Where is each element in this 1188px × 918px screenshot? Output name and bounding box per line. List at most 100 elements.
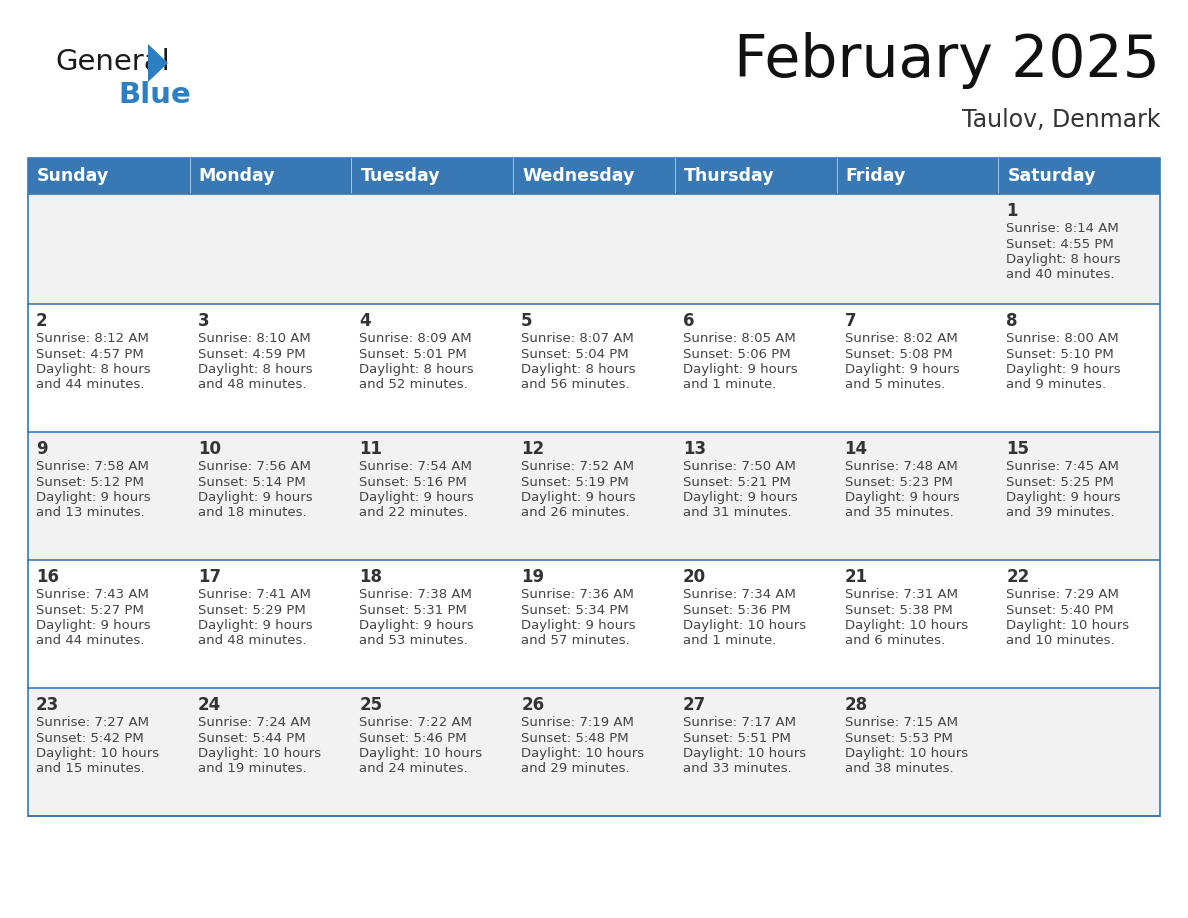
- Text: Sunset: 5:42 PM: Sunset: 5:42 PM: [36, 732, 144, 744]
- Bar: [190, 158, 352, 194]
- Text: 25: 25: [360, 696, 383, 714]
- Text: Daylight: 10 hours: Daylight: 10 hours: [845, 619, 968, 632]
- Text: and 53 minutes.: and 53 minutes.: [360, 634, 468, 647]
- Text: Sunset: 5:46 PM: Sunset: 5:46 PM: [360, 732, 467, 744]
- Text: Sunrise: 7:58 AM: Sunrise: 7:58 AM: [36, 460, 148, 473]
- Bar: [675, 158, 836, 194]
- Text: and 22 minutes.: and 22 minutes.: [360, 507, 468, 520]
- Bar: [352, 158, 513, 194]
- Text: and 9 minutes.: and 9 minutes.: [1006, 378, 1106, 391]
- Text: and 33 minutes.: and 33 minutes.: [683, 763, 791, 776]
- Text: Daylight: 9 hours: Daylight: 9 hours: [683, 363, 797, 376]
- Text: Sunset: 5:27 PM: Sunset: 5:27 PM: [36, 603, 144, 617]
- Text: Daylight: 9 hours: Daylight: 9 hours: [197, 619, 312, 632]
- Text: Saturday: Saturday: [1007, 167, 1095, 185]
- Text: Sunset: 5:16 PM: Sunset: 5:16 PM: [360, 476, 467, 488]
- Text: Sunrise: 8:09 AM: Sunrise: 8:09 AM: [360, 332, 472, 345]
- Text: and 18 minutes.: and 18 minutes.: [197, 507, 307, 520]
- Bar: [29, 304, 1159, 432]
- Text: Blue: Blue: [119, 81, 191, 109]
- Text: 7: 7: [845, 312, 857, 330]
- Text: 2: 2: [36, 312, 48, 330]
- Text: Daylight: 9 hours: Daylight: 9 hours: [522, 491, 636, 504]
- Text: Sunrise: 8:07 AM: Sunrise: 8:07 AM: [522, 332, 634, 345]
- Text: Friday: Friday: [846, 167, 906, 185]
- Text: February 2025: February 2025: [734, 32, 1159, 89]
- Text: Sunset: 5:29 PM: Sunset: 5:29 PM: [197, 603, 305, 617]
- Text: Sunrise: 7:38 AM: Sunrise: 7:38 AM: [360, 588, 473, 601]
- Text: Daylight: 10 hours: Daylight: 10 hours: [197, 747, 321, 760]
- Text: Sunrise: 7:43 AM: Sunrise: 7:43 AM: [36, 588, 148, 601]
- Text: Sunrise: 8:10 AM: Sunrise: 8:10 AM: [197, 332, 310, 345]
- Text: Sunset: 4:57 PM: Sunset: 4:57 PM: [36, 348, 144, 361]
- Polygon shape: [148, 44, 168, 82]
- Text: Sunset: 5:25 PM: Sunset: 5:25 PM: [1006, 476, 1114, 488]
- Text: Daylight: 9 hours: Daylight: 9 hours: [36, 491, 151, 504]
- Text: General: General: [55, 48, 170, 76]
- Text: and 19 minutes.: and 19 minutes.: [197, 763, 307, 776]
- Text: Sunrise: 7:17 AM: Sunrise: 7:17 AM: [683, 716, 796, 729]
- Text: Daylight: 9 hours: Daylight: 9 hours: [1006, 363, 1121, 376]
- Text: Sunrise: 8:14 AM: Sunrise: 8:14 AM: [1006, 222, 1119, 235]
- Text: 4: 4: [360, 312, 371, 330]
- Text: Sunrise: 7:56 AM: Sunrise: 7:56 AM: [197, 460, 310, 473]
- Text: and 6 minutes.: and 6 minutes.: [845, 634, 944, 647]
- Text: Daylight: 9 hours: Daylight: 9 hours: [360, 491, 474, 504]
- Text: 19: 19: [522, 568, 544, 586]
- Text: Daylight: 8 hours: Daylight: 8 hours: [197, 363, 312, 376]
- Text: Sunset: 5:40 PM: Sunset: 5:40 PM: [1006, 603, 1114, 617]
- Text: Daylight: 9 hours: Daylight: 9 hours: [360, 619, 474, 632]
- Text: Taulov, Denmark: Taulov, Denmark: [961, 108, 1159, 132]
- Text: 17: 17: [197, 568, 221, 586]
- Text: Monday: Monday: [198, 167, 276, 185]
- Text: and 48 minutes.: and 48 minutes.: [197, 634, 307, 647]
- Text: Daylight: 8 hours: Daylight: 8 hours: [522, 363, 636, 376]
- Text: Sunrise: 7:54 AM: Sunrise: 7:54 AM: [360, 460, 473, 473]
- Text: Daylight: 10 hours: Daylight: 10 hours: [845, 747, 968, 760]
- Text: and 10 minutes.: and 10 minutes.: [1006, 634, 1114, 647]
- Text: Sunset: 5:36 PM: Sunset: 5:36 PM: [683, 603, 790, 617]
- Text: Sunrise: 7:48 AM: Sunrise: 7:48 AM: [845, 460, 958, 473]
- Text: Sunset: 5:06 PM: Sunset: 5:06 PM: [683, 348, 790, 361]
- Text: Daylight: 10 hours: Daylight: 10 hours: [1006, 619, 1130, 632]
- Text: Sunrise: 7:31 AM: Sunrise: 7:31 AM: [845, 588, 958, 601]
- Text: Sunset: 5:48 PM: Sunset: 5:48 PM: [522, 732, 628, 744]
- Text: and 44 minutes.: and 44 minutes.: [36, 634, 145, 647]
- Text: 21: 21: [845, 568, 867, 586]
- Text: and 39 minutes.: and 39 minutes.: [1006, 507, 1114, 520]
- Text: Thursday: Thursday: [684, 167, 775, 185]
- Bar: [29, 432, 1159, 560]
- Text: 9: 9: [36, 440, 48, 458]
- Text: Sunrise: 8:02 AM: Sunrise: 8:02 AM: [845, 332, 958, 345]
- Text: Sunrise: 8:00 AM: Sunrise: 8:00 AM: [1006, 332, 1119, 345]
- Text: 27: 27: [683, 696, 706, 714]
- Text: Daylight: 8 hours: Daylight: 8 hours: [1006, 253, 1121, 266]
- Text: and 29 minutes.: and 29 minutes.: [522, 763, 630, 776]
- Text: 6: 6: [683, 312, 694, 330]
- Text: 20: 20: [683, 568, 706, 586]
- Bar: [29, 688, 1159, 816]
- Text: Daylight: 9 hours: Daylight: 9 hours: [522, 619, 636, 632]
- Text: and 52 minutes.: and 52 minutes.: [360, 378, 468, 391]
- Text: Daylight: 9 hours: Daylight: 9 hours: [1006, 491, 1121, 504]
- Text: Daylight: 10 hours: Daylight: 10 hours: [360, 747, 482, 760]
- Text: 23: 23: [36, 696, 59, 714]
- Text: Sunrise: 7:52 AM: Sunrise: 7:52 AM: [522, 460, 634, 473]
- Bar: [836, 158, 998, 194]
- Text: Sunset: 5:44 PM: Sunset: 5:44 PM: [197, 732, 305, 744]
- Text: Sunrise: 7:29 AM: Sunrise: 7:29 AM: [1006, 588, 1119, 601]
- Text: Sunset: 5:53 PM: Sunset: 5:53 PM: [845, 732, 953, 744]
- Text: Daylight: 9 hours: Daylight: 9 hours: [845, 363, 959, 376]
- Text: Sunrise: 7:45 AM: Sunrise: 7:45 AM: [1006, 460, 1119, 473]
- Text: Sunrise: 8:12 AM: Sunrise: 8:12 AM: [36, 332, 148, 345]
- Text: Sunset: 5:10 PM: Sunset: 5:10 PM: [1006, 348, 1114, 361]
- Text: Daylight: 10 hours: Daylight: 10 hours: [683, 619, 805, 632]
- Text: Sunset: 5:08 PM: Sunset: 5:08 PM: [845, 348, 953, 361]
- Bar: [29, 158, 1159, 816]
- Text: and 24 minutes.: and 24 minutes.: [360, 763, 468, 776]
- Text: 3: 3: [197, 312, 209, 330]
- Text: Sunset: 5:31 PM: Sunset: 5:31 PM: [360, 603, 467, 617]
- Text: and 26 minutes.: and 26 minutes.: [522, 507, 630, 520]
- Text: and 56 minutes.: and 56 minutes.: [522, 378, 630, 391]
- Text: 24: 24: [197, 696, 221, 714]
